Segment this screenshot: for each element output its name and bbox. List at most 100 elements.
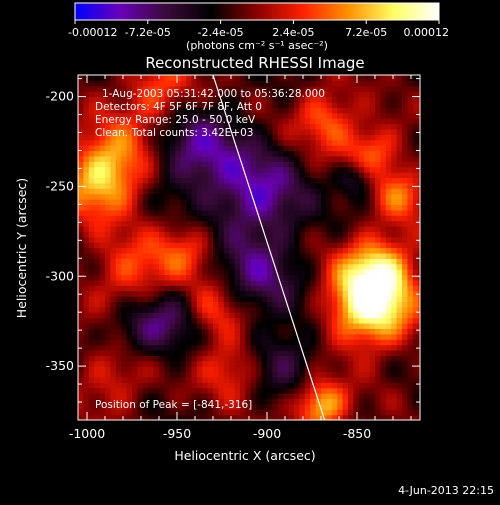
heatmap-cell	[142, 177, 149, 184]
heatmap-cell	[240, 322, 246, 329]
heatmap-cell	[283, 263, 290, 270]
heatmap-cell	[180, 414, 187, 420]
heatmap-cell	[126, 101, 133, 108]
heatmap-cell	[207, 128, 214, 135]
heatmap-cell	[99, 258, 106, 265]
heatmap-cell	[407, 403, 414, 410]
heatmap-cell	[256, 209, 263, 216]
heatmap-cell	[169, 96, 176, 103]
heatmap-cell	[402, 301, 408, 308]
heatmap-cell	[78, 161, 84, 168]
heatmap-cell	[245, 398, 252, 405]
heatmap-cell	[407, 306, 414, 313]
heatmap-cell	[245, 107, 252, 114]
heatmap-cell	[126, 349, 133, 356]
heatmap-cell	[213, 285, 219, 292]
heatmap-cell	[369, 215, 376, 222]
heatmap-cell	[94, 393, 101, 400]
heatmap-cell	[88, 387, 95, 394]
heatmap-cell	[321, 139, 327, 146]
heatmap-cell	[391, 355, 398, 362]
heatmap-cell	[288, 128, 295, 135]
heatmap-cell	[288, 366, 295, 373]
heatmap-cell	[256, 198, 263, 205]
heatmap-cell	[213, 393, 219, 400]
heatmap-cell	[169, 220, 176, 227]
heatmap-cell	[277, 403, 284, 410]
heatmap-cell	[250, 333, 257, 340]
heatmap-cell	[369, 339, 376, 346]
heatmap-cell	[196, 317, 203, 324]
heatmap-cell	[191, 161, 198, 168]
heatmap-cell	[272, 312, 279, 319]
heatmap-cell	[126, 306, 133, 313]
heatmap-cell	[348, 139, 354, 146]
heatmap-cell	[164, 285, 171, 292]
heatmap-cell	[331, 128, 338, 135]
heatmap-cell	[94, 339, 101, 346]
heatmap-cell	[218, 188, 225, 195]
heatmap-cell	[348, 301, 354, 308]
heatmap-cell	[159, 225, 165, 232]
heatmap-cell	[315, 252, 322, 259]
heatmap-cell	[186, 269, 192, 276]
heatmap-cell	[218, 269, 225, 276]
heatmap-cell	[250, 177, 257, 184]
heatmap-cell	[191, 118, 198, 125]
heatmap-cell	[337, 112, 344, 119]
heatmap-cell	[142, 269, 149, 276]
heatmap-cell	[310, 188, 317, 195]
heatmap-cell	[294, 198, 300, 205]
heatmap-cell	[391, 398, 398, 405]
heatmap-cell	[110, 398, 117, 405]
heatmap-cell	[364, 414, 371, 420]
heatmap-cell	[175, 360, 182, 367]
heatmap-cell	[121, 285, 128, 292]
heatmap-cell	[110, 107, 117, 114]
heatmap-cell	[299, 166, 306, 173]
heatmap-cell	[180, 188, 187, 195]
heatmap-cell	[364, 301, 371, 308]
heatmap-cell	[288, 145, 295, 152]
heatmap-cell	[213, 247, 219, 254]
heatmap-cell	[310, 101, 317, 108]
heatmap-cell	[223, 128, 230, 135]
heatmap-cell	[88, 328, 95, 335]
heatmap-cell	[385, 101, 392, 108]
heatmap-cell	[283, 75, 290, 81]
heatmap-cell	[99, 344, 106, 351]
heatmap-cell	[234, 209, 241, 216]
heatmap-cell	[191, 220, 198, 227]
heatmap-cell	[250, 263, 257, 270]
heatmap-cell	[396, 198, 403, 205]
heatmap-cell	[121, 258, 128, 265]
heatmap-cell	[121, 107, 128, 114]
heatmap-cell	[353, 188, 360, 195]
heatmap-cell	[115, 414, 122, 420]
heatmap-cell	[385, 258, 392, 265]
heatmap-cell	[186, 252, 192, 259]
heatmap-cell	[353, 242, 360, 249]
heatmap-cell	[159, 182, 165, 189]
heatmap-cell	[105, 376, 111, 383]
heatmap-cell	[186, 317, 192, 324]
heatmap-cell	[175, 155, 182, 162]
heatmap-cell	[88, 403, 95, 410]
heatmap-cell	[326, 403, 333, 410]
heatmap-cell	[380, 139, 387, 146]
heatmap-cell	[337, 328, 344, 335]
heatmap-cell	[407, 414, 414, 420]
heatmap-cell	[321, 387, 327, 394]
heatmap-cell	[261, 80, 268, 87]
heatmap-cell	[153, 360, 160, 367]
heatmap-cell	[391, 263, 398, 270]
heatmap-cell	[234, 263, 241, 270]
heatmap-cell	[186, 172, 192, 179]
heatmap-cell	[283, 258, 290, 265]
heatmap-cell	[175, 128, 182, 135]
heatmap-cell	[369, 355, 376, 362]
heatmap-cell	[137, 220, 144, 227]
heatmap-cell	[358, 344, 365, 351]
heatmap-cell	[142, 209, 149, 216]
heatmap-cell	[137, 139, 144, 146]
